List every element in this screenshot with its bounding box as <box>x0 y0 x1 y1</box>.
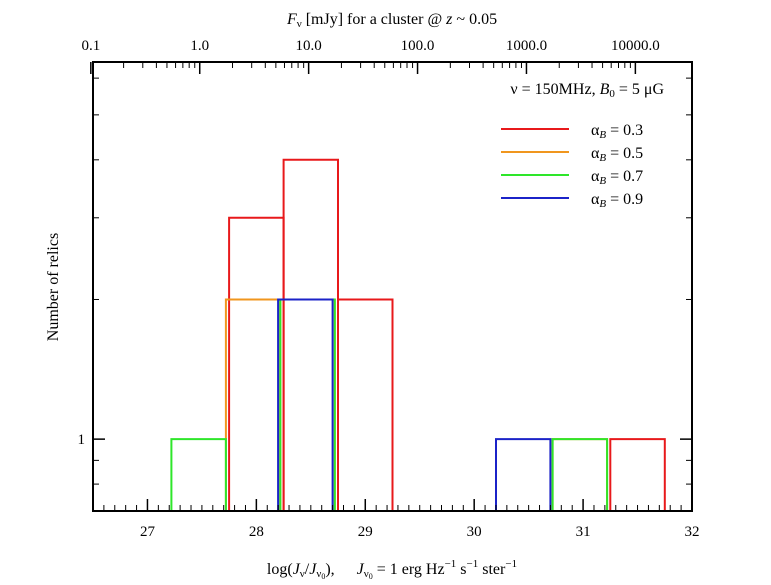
plot-frame <box>92 61 693 512</box>
x-label-nu2: ν <box>316 568 321 580</box>
series-0 <box>228 158 666 512</box>
x-label-J2: J <box>309 561 317 578</box>
y-axis-label: Number of relics <box>45 233 62 341</box>
legend-alpha: α <box>591 122 600 139</box>
x-label-exp2: −1 <box>467 558 479 570</box>
legend-alpha: α <box>591 145 600 162</box>
x-label-J1: J <box>293 561 301 578</box>
x-label-log: log( <box>267 561 293 578</box>
series-3 <box>277 298 552 512</box>
x-label-eq: = 1 erg Hz <box>373 561 445 578</box>
histogram-bar-0-2 <box>337 298 394 512</box>
annotation-freq: = 150MHz, <box>518 81 600 98</box>
legend-value: = 0.9 <box>606 191 643 208</box>
top-tick-label: 1000.0 <box>506 38 547 54</box>
legend-subscript: B <box>599 198 606 210</box>
x-tick-label: 28 <box>249 524 264 540</box>
x-label-zero1: 0 <box>321 572 325 581</box>
x-tick-label: 30 <box>467 524 482 540</box>
top-tick-label: 10.0 <box>296 38 322 54</box>
histogram-bar-0-0 <box>228 216 285 512</box>
x-label-exp1: −1 <box>445 558 457 570</box>
top-tick-label: 1.0 <box>190 38 209 54</box>
x-tick-label: 31 <box>576 524 591 540</box>
x-label-close: ), <box>325 561 334 578</box>
top-axis-label-rest: [mJy] for a cluster @ <box>302 11 446 28</box>
legend-value: = 0.3 <box>606 122 643 139</box>
annotation-nu: ν <box>510 81 517 98</box>
histogram-bar-0-1 <box>282 158 339 512</box>
legend-label-3: αB = 0.9 <box>591 191 643 210</box>
x-label-slash: / <box>305 561 310 578</box>
legend-alpha: α <box>591 191 600 208</box>
x-label-nu1: ν <box>300 568 305 580</box>
top-tick-label: 100.0 <box>401 38 435 54</box>
legend-label-0: αB = 0.3 <box>591 122 643 141</box>
x-tick-label: 27 <box>140 524 156 540</box>
x-label-s: s <box>456 561 466 578</box>
top-axis-label-z: z <box>445 11 453 28</box>
x-label-J3: J <box>357 561 365 578</box>
histogram-bar-3-0 <box>277 298 334 512</box>
x-label-zero2: 0 <box>369 572 373 581</box>
top-axis-label-tail: ~ 0.05 <box>452 11 497 28</box>
y-tick-label: 1 <box>78 432 86 448</box>
histogram-bar-2-2 <box>551 438 609 512</box>
x-tick-label: 29 <box>358 524 373 540</box>
x-label-exp3: −1 <box>505 558 517 570</box>
top-axis-label-F: F <box>286 11 297 28</box>
annotation-field: = 5 μG <box>615 81 665 98</box>
x-label-ster: ster <box>478 561 506 578</box>
annotation-zero: 0 <box>609 88 615 100</box>
top-tick-label: 10000.0 <box>611 38 660 54</box>
legend-value: = 0.5 <box>606 145 643 162</box>
legend-subscript: B <box>599 152 606 164</box>
legend-label-2: αB = 0.7 <box>591 168 643 187</box>
annotation: ν = 150MHz, B0 = 5 μG <box>510 81 664 100</box>
histogram-bar-2-0 <box>170 438 227 512</box>
top-tick-label: 0.1 <box>81 38 100 54</box>
histogram-bar-1-0 <box>224 298 282 512</box>
histogram-bar-2-1 <box>279 298 336 512</box>
histogram-bar-1-2 <box>551 438 609 512</box>
top-axis-label-nu: ν <box>297 18 302 30</box>
legend-subscript: B <box>599 129 606 141</box>
histogram-bar-3-1 <box>495 438 552 512</box>
legend-alpha: α <box>591 168 600 185</box>
legend-label-1: αB = 0.5 <box>591 145 643 164</box>
legend: αB = 0.3αB = 0.5αB = 0.7αB = 0.9 <box>501 122 643 210</box>
x-tick-label: 32 <box>685 524 700 540</box>
top-axis-label: Fν [mJy] for a cluster @ z ~ 0.05 <box>286 11 497 30</box>
series-2 <box>170 298 609 512</box>
legend-subscript: B <box>599 175 606 187</box>
x-label-nu3: ν <box>364 568 369 580</box>
legend-value: = 0.7 <box>606 168 643 185</box>
histogram-bar-1-1 <box>279 298 336 512</box>
annotation-B: B <box>600 81 610 98</box>
x-axis-label: log(Jν/Jν0), Jν0 = 1 erg Hz−1 s−1 ster−1 <box>267 558 517 581</box>
histogram-bar-0-3 <box>609 438 666 512</box>
